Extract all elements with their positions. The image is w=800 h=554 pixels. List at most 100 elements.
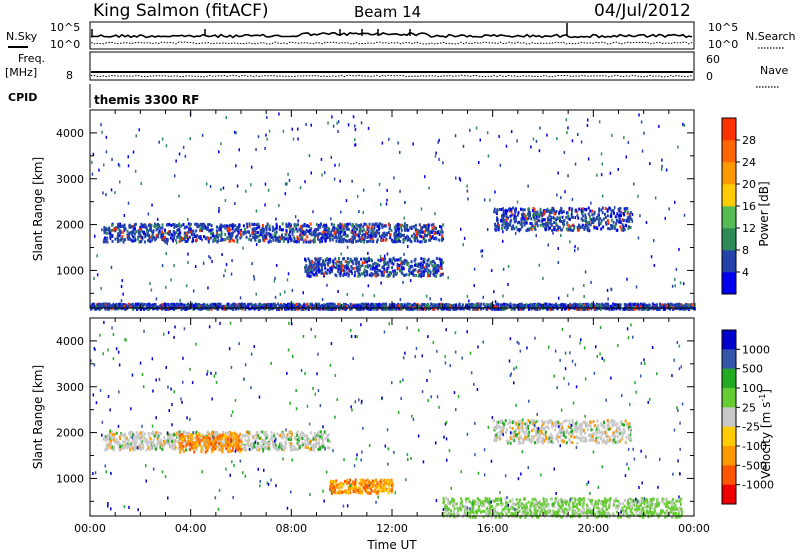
echo-scatter [574, 249, 576, 253]
echo-scatter [380, 281, 382, 285]
echo-cell [180, 302, 183, 306]
echo-cell [364, 265, 367, 268]
echo-cell [570, 228, 572, 232]
echo-scatter [649, 162, 651, 166]
echo-cell [199, 235, 202, 239]
echo-cell [690, 303, 693, 307]
echo-cell [353, 225, 355, 228]
echo-cell [520, 302, 523, 306]
echo-scatter [158, 140, 160, 144]
echo-cell [539, 212, 542, 216]
echo-cell [516, 221, 519, 225]
echo-cell [371, 225, 373, 229]
echo-cell [617, 214, 620, 218]
echo-cell [606, 218, 609, 222]
echo-scatter [679, 281, 682, 285]
echo-cell [130, 231, 133, 235]
echo-cell [610, 226, 613, 230]
echo-cell [549, 226, 551, 230]
echo-scatter [562, 225, 565, 229]
echo-cell [264, 235, 267, 239]
echo-cell [570, 209, 573, 213]
echo-cell [592, 221, 595, 225]
echo-scatter [334, 163, 336, 167]
echo-cell [520, 218, 523, 221]
echo-cell [391, 239, 394, 243]
echo-cell [577, 308, 580, 311]
echo-cell [620, 214, 622, 218]
echo-scatter [358, 210, 360, 213]
echo-cell [236, 238, 239, 242]
echo-scatter [403, 216, 405, 220]
echo-cell [542, 213, 545, 217]
echo-cell [210, 224, 213, 228]
echo-cell [164, 439, 167, 443]
echo-cell [353, 257, 356, 261]
echo-cell [249, 302, 252, 306]
freq-label: Freq. [18, 52, 45, 65]
echo-cell [623, 210, 626, 214]
echo-scatter [587, 157, 590, 161]
echo-cell [470, 303, 473, 307]
echo-cell [414, 268, 417, 272]
echo-cell [662, 304, 665, 307]
echo-cell [683, 307, 686, 311]
echo-cell [361, 234, 364, 237]
echo-scatter [625, 155, 627, 159]
echo-cell [346, 260, 349, 264]
echo-cell [580, 207, 583, 211]
echo-cell [401, 262, 404, 266]
echo-scatter [336, 265, 338, 268]
echo-cell [503, 307, 506, 311]
echo-scatter [286, 182, 288, 186]
echo-cell [254, 442, 257, 446]
echo-cell [459, 307, 462, 311]
echo-cell [491, 308, 494, 311]
echo-cell [429, 235, 432, 238]
echo-cell [421, 264, 424, 267]
echo-cell [381, 225, 384, 229]
echo-cell [416, 239, 419, 243]
echo-cell [318, 307, 321, 311]
echo-cell [218, 233, 221, 237]
echo-cell [416, 233, 418, 237]
echo-cell [232, 223, 234, 227]
echo-cell [339, 274, 342, 278]
echo-scatter [567, 174, 569, 178]
echo-cell [247, 303, 250, 307]
echo-cell [434, 227, 437, 231]
echo-cell [132, 226, 135, 230]
echo-cell [407, 238, 410, 242]
echo-cell [437, 305, 440, 309]
echo-cell [398, 239, 400, 243]
echo-cell [370, 271, 373, 275]
echo-scatter [264, 147, 266, 150]
echo-cell [331, 238, 334, 242]
echo-scatter [560, 196, 562, 200]
echo-cell [512, 224, 515, 228]
echo-cell [366, 232, 369, 236]
echo-cell [597, 218, 600, 222]
echo-cell [415, 229, 418, 233]
echo-cell [132, 228, 135, 232]
echo-scatter [285, 182, 287, 186]
echo-cell [162, 233, 164, 237]
echo-cell [426, 262, 429, 266]
echo-cell [412, 268, 415, 272]
cpid-value: themis 3300 RF [94, 93, 199, 107]
echo-cell [152, 305, 154, 309]
echo-cell [213, 238, 216, 242]
echo-cell [143, 432, 146, 436]
echo-cell [681, 307, 684, 311]
echo-cell [306, 303, 309, 306]
echo-scatter [641, 149, 644, 153]
echo-cell [419, 231, 422, 235]
echo-cell [363, 303, 365, 307]
echo-cell [473, 303, 475, 307]
echo-cell [223, 224, 226, 228]
echo-scatter [437, 140, 439, 144]
echo-cell [190, 233, 193, 236]
echo-scatter [677, 145, 679, 149]
echo-cell [571, 303, 574, 307]
echo-cell [406, 263, 409, 267]
